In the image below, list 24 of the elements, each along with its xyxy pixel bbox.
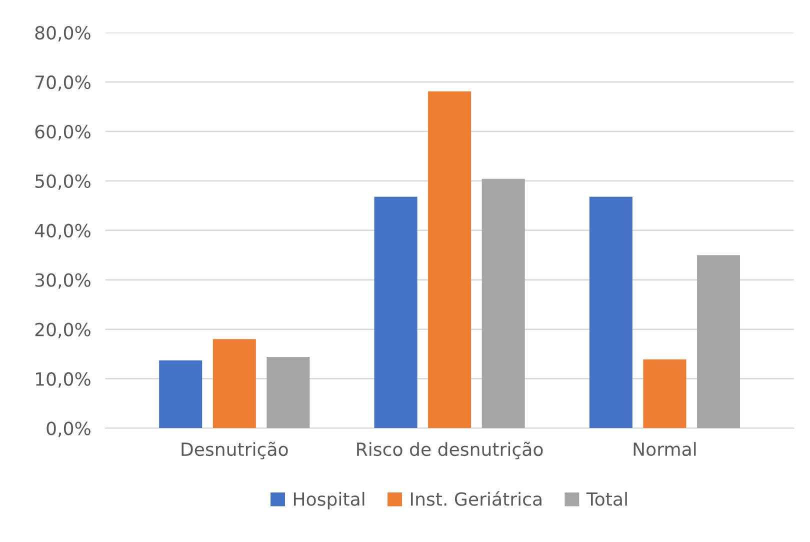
bar [212, 339, 256, 428]
bar [643, 359, 686, 428]
legend-label: Hospital [294, 492, 364, 510]
x-tick-label: Desnutrição [182, 442, 288, 460]
y-tick-label: 20,0% [35, 322, 90, 338]
bar [159, 360, 202, 428]
y-tick-label: 10,0% [36, 372, 90, 388]
y-tick-label: 70,0% [36, 75, 90, 91]
y-tick-label: 60,0% [35, 124, 90, 140]
y-tick-label: 0,0% [46, 422, 90, 438]
legend-label: Total [586, 492, 627, 506]
x-tick-label: Risco de desnutrição [357, 442, 543, 460]
y-tick-label: 30,0% [35, 273, 90, 289]
y-tick-label: 50,0% [35, 174, 90, 190]
legend-label: Inst. Geriátrica [410, 491, 542, 506]
bar [696, 255, 740, 428]
x-tick-label: Normal [634, 442, 696, 456]
y-tick-label: 80,0% [35, 26, 90, 42]
bar [374, 196, 418, 428]
y-tick-label: 40,0% [34, 224, 90, 240]
bar [428, 91, 472, 428]
bar [266, 356, 310, 428]
bar [589, 196, 632, 428]
bar [482, 178, 525, 428]
